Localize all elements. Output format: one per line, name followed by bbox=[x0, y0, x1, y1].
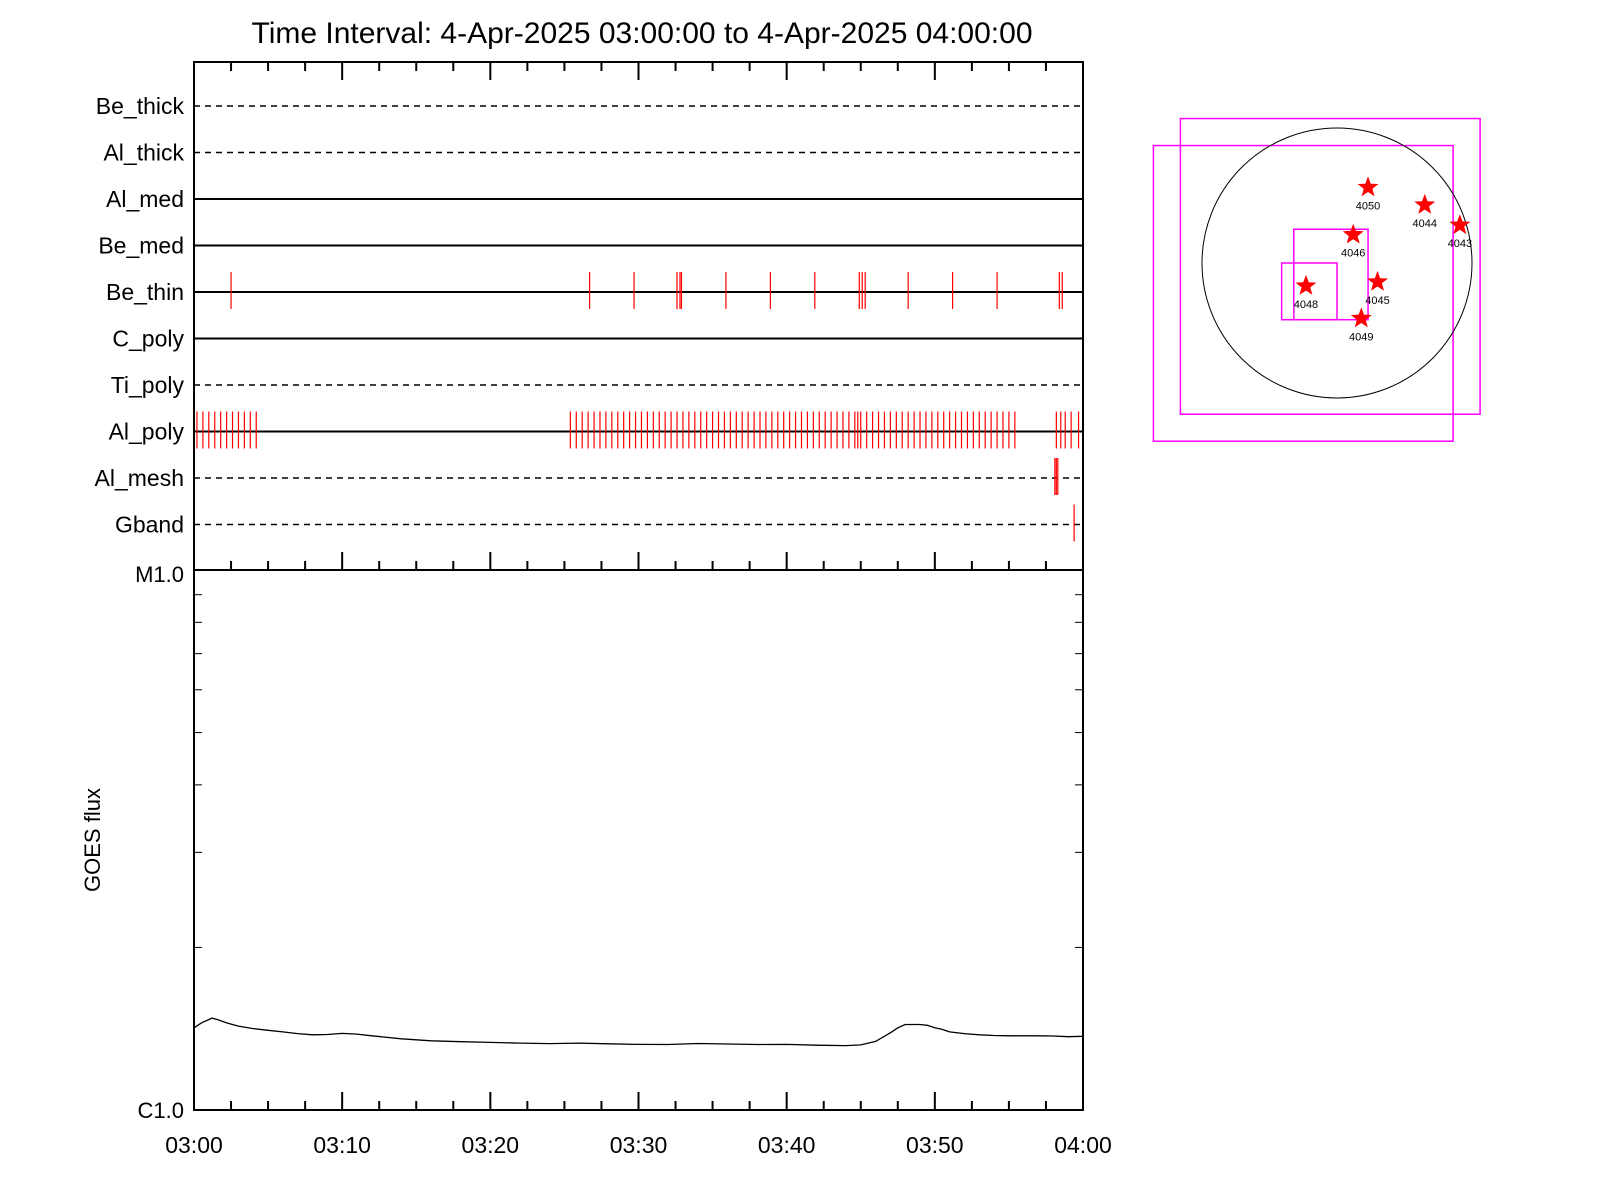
active-region-star bbox=[1342, 223, 1364, 244]
active-region-star bbox=[1357, 176, 1379, 197]
timeline-frame bbox=[193, 61, 1084, 571]
active-region-star bbox=[1295, 274, 1317, 295]
channel-label: Al_med bbox=[106, 186, 184, 212]
x-tick-label: 03:10 bbox=[313, 1132, 371, 1158]
channel-label: Ti_poly bbox=[111, 372, 185, 398]
channel-label: Al_poly bbox=[109, 419, 185, 445]
x-tick-label: 03:00 bbox=[165, 1132, 223, 1158]
solar-disk-map: 4050 4044 4043 4046 4045 4048 4049 bbox=[1152, 117, 1481, 442]
detector-timeline-panel: Be_thick Al_thick Al_med Be_med Be_thin C_pol… bbox=[95, 61, 1084, 571]
field-of-view-box bbox=[1280, 262, 1338, 321]
x-tick-label: 03:40 bbox=[758, 1132, 816, 1158]
goes-flux-panel: C1.0 M1.0 GOES flux 03:00 03:10 03:20 03:30 03:… bbox=[80, 562, 1112, 1158]
active-region-star bbox=[1367, 270, 1388, 291]
y-axis-label: GOES flux bbox=[80, 788, 105, 892]
y-tick-label-min: C1.0 bbox=[138, 1098, 184, 1123]
active-region-label: 4049 bbox=[1349, 331, 1373, 343]
active-region-star bbox=[1414, 193, 1436, 214]
channel-label: Be_med bbox=[98, 233, 184, 259]
chart-title: Time Interval: 4-Apr-2025 03:00:00 to 4-… bbox=[251, 17, 1032, 50]
active-region-label: 4043 bbox=[1448, 238, 1472, 250]
channel-label: Al_mesh bbox=[95, 465, 184, 491]
active-region-label: 4044 bbox=[1413, 218, 1437, 230]
x-tick-label: 03:20 bbox=[462, 1132, 520, 1158]
channel-label: Al_thick bbox=[103, 140, 184, 166]
active-region-label: 4046 bbox=[1341, 248, 1365, 260]
y-tick-label-max: M1.0 bbox=[135, 562, 184, 587]
active-region-star bbox=[1350, 307, 1372, 328]
channel-label: Gband bbox=[115, 512, 184, 538]
x-tick-label: 04:00 bbox=[1054, 1132, 1112, 1158]
channel-label: Be_thin bbox=[106, 279, 184, 305]
x-tick-label: 03:50 bbox=[906, 1132, 964, 1158]
goes-flux-line bbox=[193, 1017, 1084, 1047]
flux-frame bbox=[193, 569, 1084, 1111]
channel-label: Be_thick bbox=[96, 93, 185, 119]
channel-label: C_poly bbox=[112, 326, 184, 352]
field-of-view-box bbox=[1152, 144, 1454, 442]
field-of-view-box bbox=[1179, 117, 1481, 415]
x-tick-label: 03:30 bbox=[610, 1132, 668, 1158]
active-region-label: 4048 bbox=[1294, 299, 1318, 311]
solar-limb-circle bbox=[1201, 127, 1473, 399]
active-region-star bbox=[1449, 214, 1471, 235]
active-region-label: 4045 bbox=[1365, 295, 1389, 307]
active-region-label: 4050 bbox=[1356, 200, 1380, 212]
